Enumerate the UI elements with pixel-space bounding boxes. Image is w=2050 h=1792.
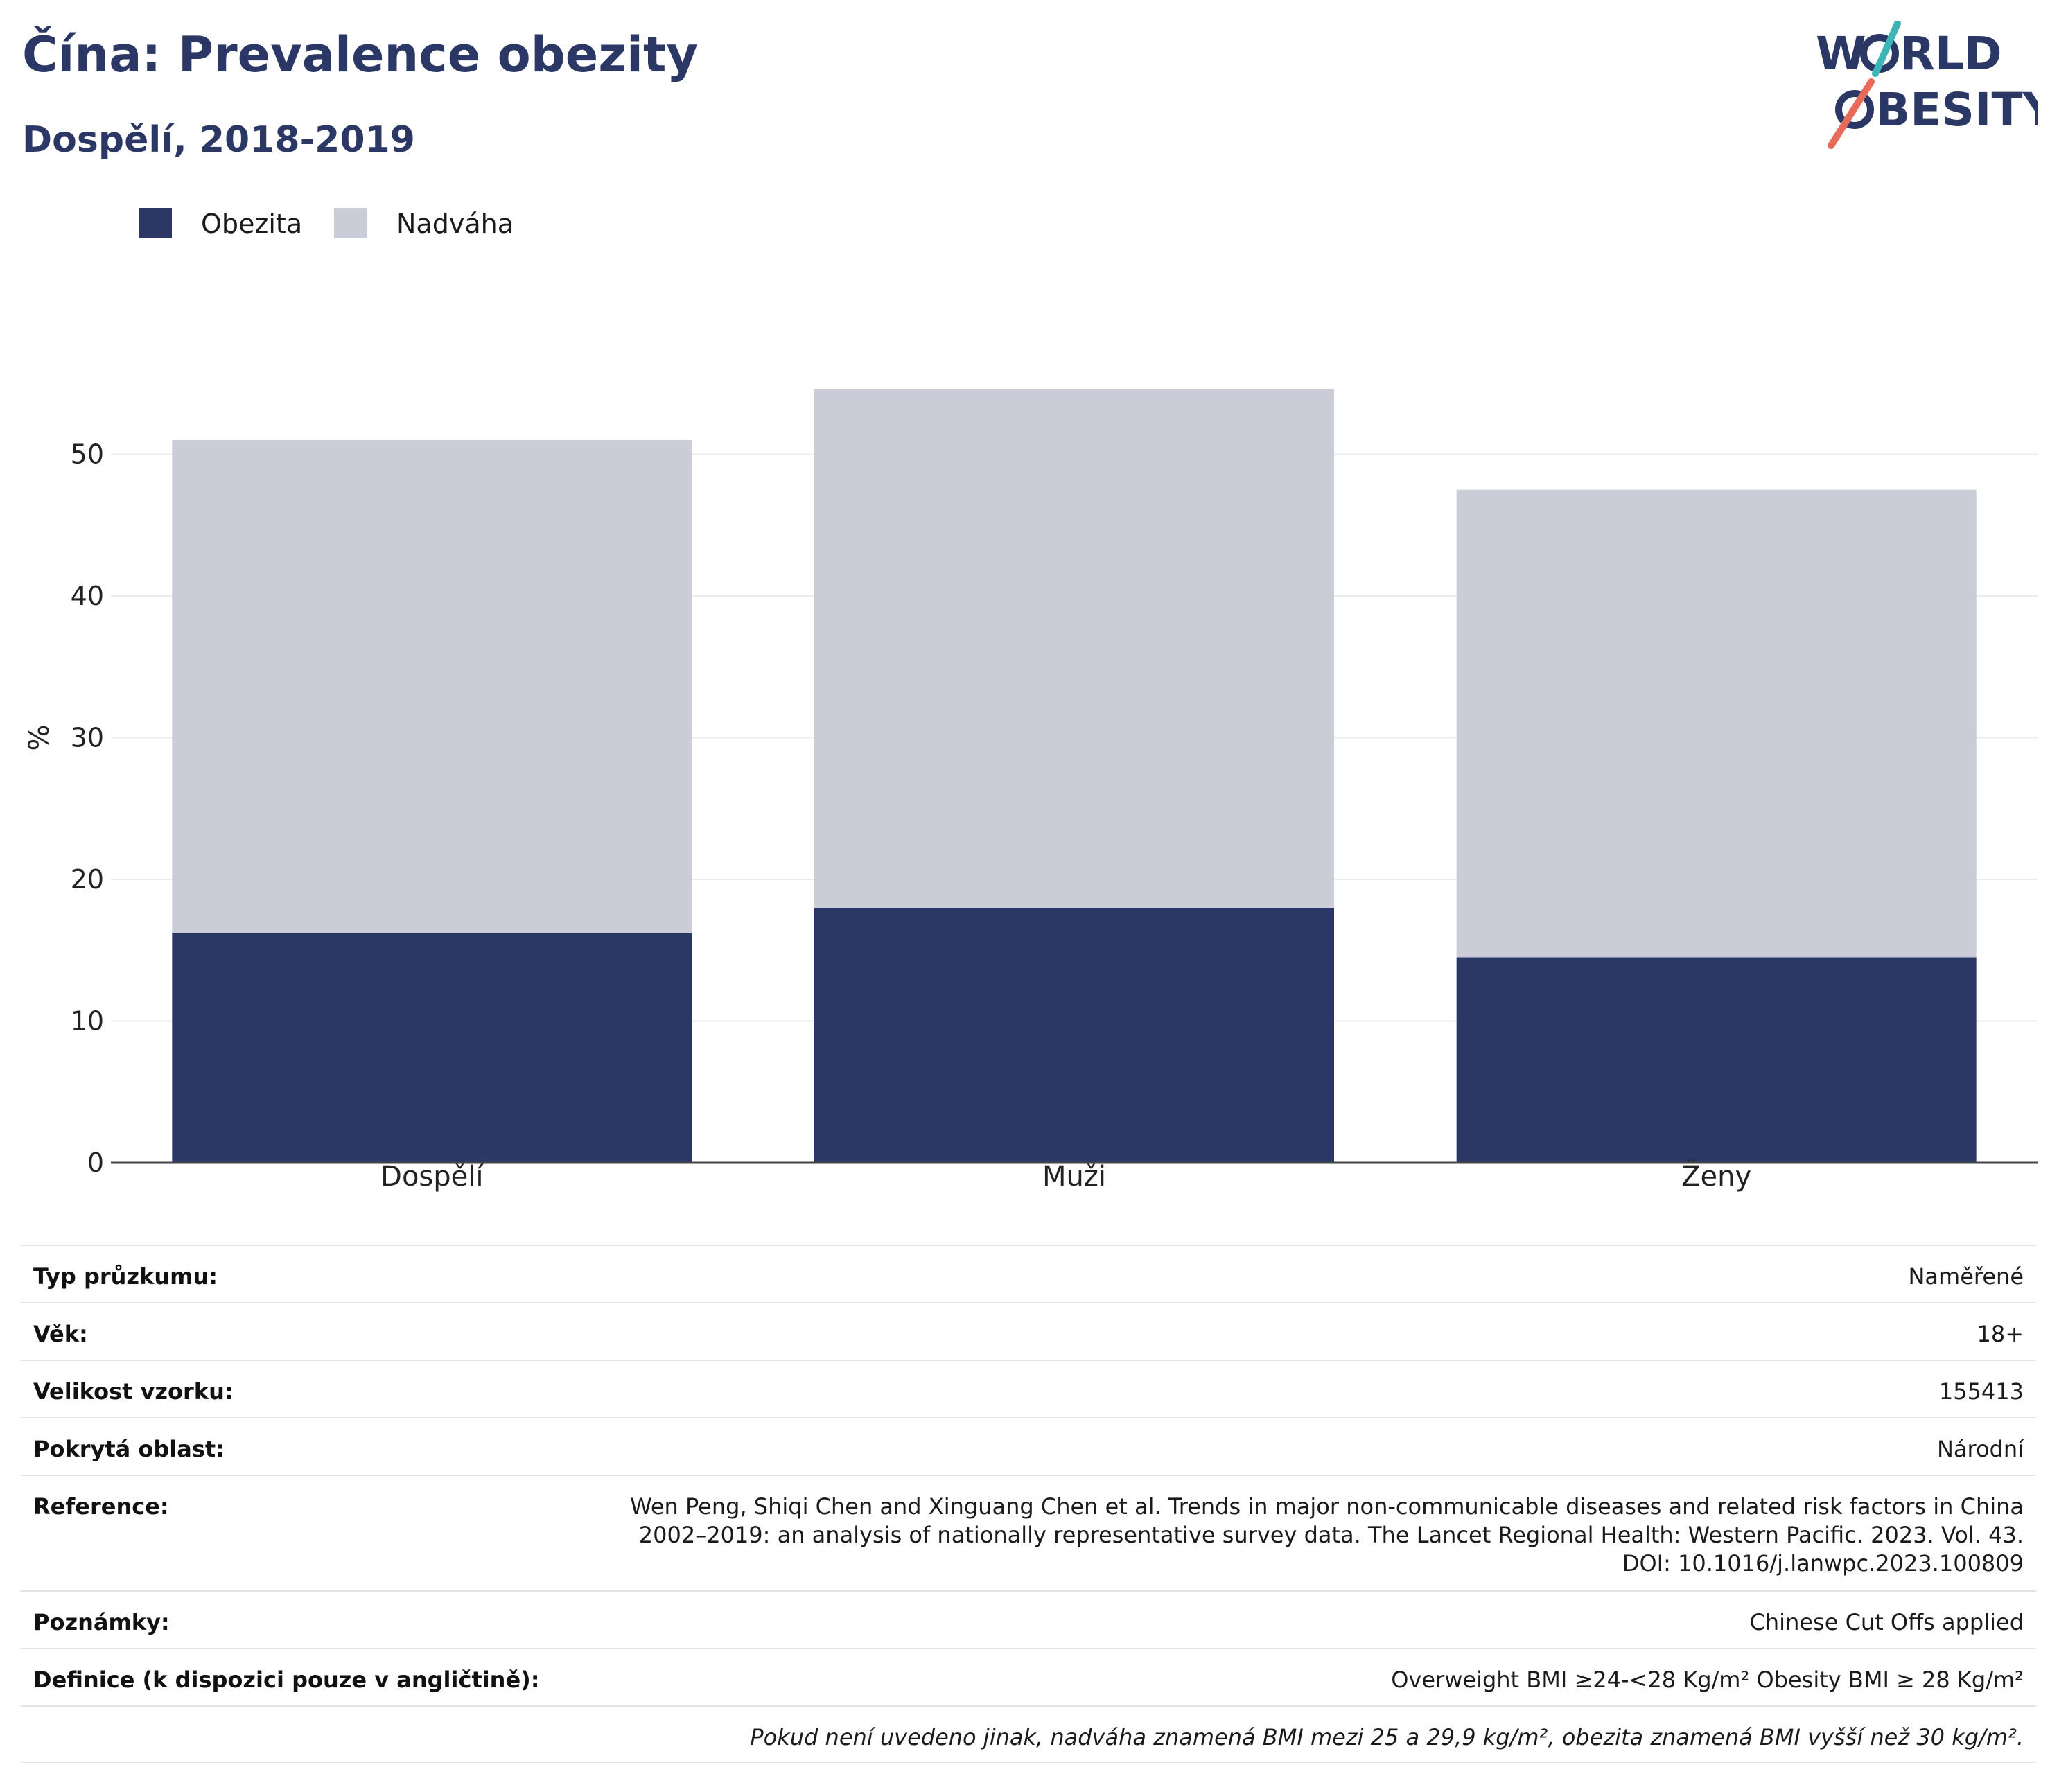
y-axis-label: %: [24, 724, 55, 750]
bar-overweight: [814, 389, 1334, 908]
logo-besity: BESITY: [1875, 83, 2038, 137]
detail-label: Definice (k dispozici pouze v angličtině…: [33, 1667, 540, 1693]
y-tick-label: 40: [71, 581, 104, 611]
legend-swatch-overweight: [334, 208, 367, 238]
detail-value-reference: Wen Peng, Shiqi Chen and Xinguang Chen e…: [630, 1493, 2024, 1576]
detail-label: Věk:: [33, 1321, 88, 1347]
logo-w: W: [1816, 27, 1866, 80]
bar-overweight: [1456, 489, 1977, 958]
x-tick-label: Dospělí: [380, 1161, 484, 1193]
footnote-text: Pokud není uvedeno jinak, nadváha znamen…: [750, 1724, 2024, 1750]
x-tick-label: Muži: [1042, 1161, 1106, 1193]
bar-obesity: [172, 933, 692, 1163]
y-tick-label: 10: [71, 1006, 104, 1037]
detail-row-survey-type: Typ průzkumu: Naměřené: [21, 1245, 2036, 1302]
detail-value: 155413: [1938, 1378, 2024, 1405]
stacked-bar-chart: 0 10 20 30 40 50% Dospělí Muži Ženy: [24, 389, 2038, 1193]
detail-label: Typ průzkumu:: [33, 1263, 218, 1290]
detail-row-reference: Reference: Wen Peng, Shiqi Chen and Xing…: [21, 1475, 2036, 1590]
page-title: Čína: Prevalence obezity: [22, 26, 699, 83]
bar-obesity: [1456, 957, 1977, 1163]
detail-row-age: Věk: 18+: [21, 1302, 2036, 1360]
bar-overweight: [172, 440, 692, 933]
detail-label: Velikost vzorku:: [33, 1378, 234, 1405]
y-tick-label: 50: [71, 439, 104, 470]
bar-obesity: [814, 907, 1334, 1163]
legend-swatch-obesity: [139, 208, 172, 238]
detail-row-area-covered: Pokrytá oblast: Národní: [21, 1417, 2036, 1475]
logo-o-ring-bottom: [1835, 90, 1874, 129]
page-subtitle: Dospělí, 2018-2019: [22, 119, 415, 161]
y-tick-label: 20: [71, 864, 104, 895]
survey-details-table: Typ průzkumu: Naměřené Věk: 18+ Velikost…: [21, 1245, 2036, 1763]
world-obesity-logo: W RLD BESITY: [1816, 21, 2038, 149]
detail-value: Národní: [1936, 1436, 2024, 1462]
logo-rld: RLD: [1900, 27, 2002, 80]
detail-value: Chinese Cut Offs applied: [1749, 1609, 2024, 1635]
legend-label-overweight: Nadváha: [396, 209, 514, 239]
detail-value: Naměřené: [1908, 1263, 2024, 1290]
detail-value: Overweight BMI ≥24-<28 Kg/m² Obesity BMI…: [1391, 1667, 2024, 1693]
detail-row-notes: Poznámky: Chinese Cut Offs applied: [21, 1590, 2036, 1648]
detail-value: 18+: [1977, 1321, 2024, 1347]
detail-row-footnote: Pokud není uvedeno jinak, nadváha znamen…: [21, 1705, 2036, 1763]
y-tick-label: 0: [87, 1148, 104, 1178]
logo-slash-coral: [1828, 78, 1875, 149]
detail-label: Poznámky:: [33, 1609, 170, 1635]
legend-label-obesity: Obezita: [201, 209, 303, 239]
detail-label: Pokrytá oblast:: [33, 1436, 225, 1462]
logo-slash-teal: [1872, 21, 1901, 77]
detail-row-sample-size: Velikost vzorku: 155413: [21, 1360, 2036, 1417]
x-tick-label: Ženy: [1681, 1159, 1751, 1193]
detail-label: Reference:: [33, 1493, 169, 1520]
y-tick-label: 30: [71, 723, 104, 753]
detail-row-definition: Definice (k dispozici pouze v angličtině…: [21, 1648, 2036, 1705]
